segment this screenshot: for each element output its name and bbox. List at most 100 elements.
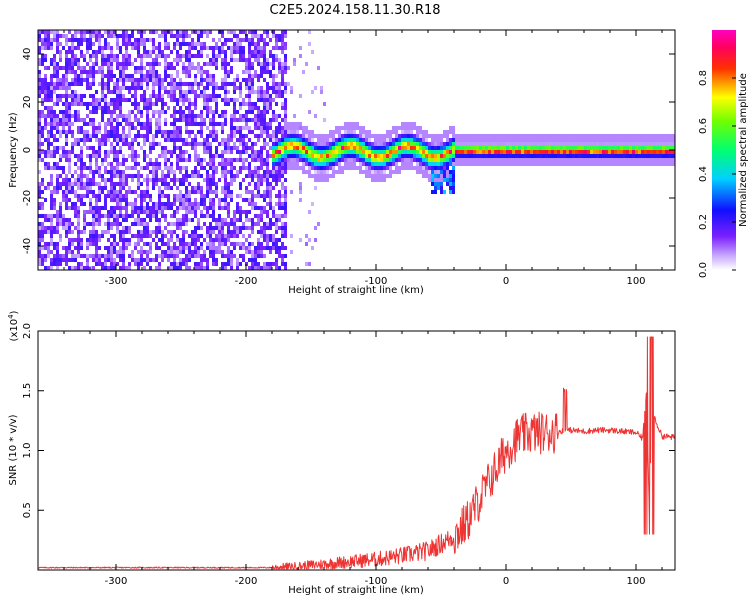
spectrogram-cell	[119, 230, 122, 234]
spectrogram-cell	[623, 138, 626, 142]
spectrogram-cell	[173, 82, 176, 86]
spectrogram-cell	[377, 142, 380, 146]
spectrogram-cell	[206, 162, 209, 166]
spectrogram-cell	[224, 90, 227, 94]
spectrogram-cell	[374, 150, 377, 154]
spectrogram-cell	[137, 134, 140, 138]
spectrogram-cell	[434, 182, 437, 186]
spectrogram-cell	[206, 94, 209, 98]
spectrogram-cell	[347, 134, 350, 138]
spectrogram-cell	[170, 78, 173, 82]
spectrogram-cell	[59, 210, 62, 214]
spectrogram-cell	[506, 146, 509, 150]
spectrogram-cell	[158, 54, 161, 58]
spectrogram-cell	[251, 54, 254, 58]
spectrogram-cell	[626, 162, 629, 166]
spectrogram-cell	[623, 134, 626, 138]
spectrogram-cell	[158, 82, 161, 86]
spectrogram-cell	[113, 154, 116, 158]
spectrogram-cell	[215, 42, 218, 46]
spectrogram-cell	[137, 230, 140, 234]
spectrogram-cell	[77, 98, 80, 102]
spectrogram-cell	[107, 258, 110, 262]
spectrogram-cell	[230, 126, 233, 130]
spectrogram-cell	[221, 126, 224, 130]
spectrogram-cell	[239, 106, 242, 110]
spectrogram-cell	[440, 166, 443, 170]
spectrogram-cell	[281, 174, 284, 178]
spectrogram-cell	[41, 46, 44, 50]
spectrogram-cell	[209, 98, 212, 102]
spectrogram-cell	[206, 102, 209, 106]
spectrogram-cell	[230, 98, 233, 102]
y-tick-label: 20	[22, 96, 33, 109]
spectrogram-cell	[59, 98, 62, 102]
spectrogram-cell	[221, 130, 224, 134]
spectrogram-cell	[50, 218, 53, 222]
spectrogram-cell	[218, 94, 221, 98]
spectrogram-cell	[257, 206, 260, 210]
spectrogram-cell	[263, 50, 266, 54]
spectrogram-cell	[164, 146, 167, 150]
spectrogram-cell	[74, 78, 77, 82]
spectrogram-cell	[257, 166, 260, 170]
spectrogram-cell	[614, 150, 617, 154]
spectrogram-cell	[245, 118, 248, 122]
spectrogram-cell	[149, 94, 152, 98]
spectrogram-cell	[266, 162, 269, 166]
spectrogram-cell	[104, 142, 107, 146]
spectrogram-cell	[122, 262, 125, 266]
spectrogram-cell	[269, 118, 272, 122]
spectrogram-cell	[182, 102, 185, 106]
spectrogram-cell	[653, 142, 656, 146]
spectrogram-cell	[68, 218, 71, 222]
spectrogram-cell	[125, 166, 128, 170]
spectrogram-cell	[215, 258, 218, 262]
spectrogram-cell	[125, 174, 128, 178]
spectrogram-cell	[560, 142, 563, 146]
spectrogram-cell	[305, 126, 308, 130]
spectrogram-cell	[386, 158, 389, 162]
spectrogram-cell	[620, 162, 623, 166]
spectrogram-cell	[158, 238, 161, 242]
spectrogram-cell	[113, 158, 116, 162]
spectrogram-cell	[119, 222, 122, 226]
spectrogram-cell	[407, 154, 410, 158]
spectrogram-cell	[278, 206, 281, 210]
spectrogram-cell	[389, 130, 392, 134]
spectrogram-cell	[146, 202, 149, 206]
spectrogram-cell	[407, 142, 410, 146]
spectrogram-cell	[572, 134, 575, 138]
spectrogram-cell	[365, 166, 368, 170]
spectrogram-cell	[179, 154, 182, 158]
spectrogram-cell	[116, 102, 119, 106]
spectrogram-cell	[77, 254, 80, 258]
spectrogram-cell	[449, 174, 452, 178]
spectrogram-cell	[53, 206, 56, 210]
spectrogram-cell	[41, 142, 44, 146]
spectrogram-cell	[140, 114, 143, 118]
spectrogram-cell	[536, 134, 539, 138]
spectrogram-cell	[188, 102, 191, 106]
spectrogram-cell	[641, 142, 644, 146]
spectrogram-cell	[341, 166, 344, 170]
spectrogram-cell	[599, 138, 602, 142]
spectrogram-cell	[260, 34, 263, 38]
spectrogram-cell	[245, 174, 248, 178]
spectrogram-cell	[452, 138, 455, 142]
spectrogram-cell	[125, 138, 128, 142]
spectrogram-cell	[245, 126, 248, 130]
spectrogram-cell	[86, 74, 89, 78]
spectrogram-cell	[140, 166, 143, 170]
spectrogram-cell	[461, 154, 464, 158]
spectrogram-cell	[227, 82, 230, 86]
spectrogram-cell	[281, 102, 284, 106]
spectrogram-cell	[38, 82, 41, 86]
spectrogram-cell	[407, 138, 410, 142]
spectrogram-cell	[173, 134, 176, 138]
spectrogram-cell	[77, 266, 80, 270]
spectrogram-cell	[221, 158, 224, 162]
spectrogram-cell	[251, 86, 254, 90]
spectrogram-cell	[263, 118, 266, 122]
spectrogram-cell	[221, 226, 224, 230]
